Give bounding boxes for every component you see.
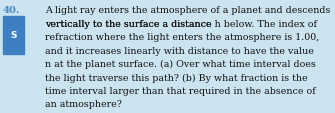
Text: vertically to the surface a distance h below. The index of: vertically to the surface a distance h b…	[45, 20, 317, 28]
Text: 40.: 40.	[3, 6, 20, 15]
FancyBboxPatch shape	[3, 17, 24, 54]
Text: S: S	[10, 31, 17, 40]
Text: refraction where the light enters the atmosphere is 1.00,: refraction where the light enters the at…	[45, 33, 320, 42]
Text: an atmosphere?: an atmosphere?	[45, 100, 122, 108]
Text: the light traverse this path? (b) By what fraction is the: the light traverse this path? (b) By wha…	[45, 73, 308, 82]
Text: n at the planet surface. (a) Over what time interval does: n at the planet surface. (a) Over what t…	[45, 60, 316, 69]
Text: and it increases linearly with distance to have the value: and it increases linearly with distance …	[45, 46, 314, 55]
Text: time interval larger than that required in the absence of: time interval larger than that required …	[45, 86, 316, 95]
Text: vertically to the surface a distance: vertically to the surface a distance	[0, 112, 1, 113]
Text: vertically to the surface a distance: vertically to the surface a distance	[45, 20, 215, 28]
Text: A light ray enters the atmosphere of a planet and descends: A light ray enters the atmosphere of a p…	[45, 6, 331, 15]
